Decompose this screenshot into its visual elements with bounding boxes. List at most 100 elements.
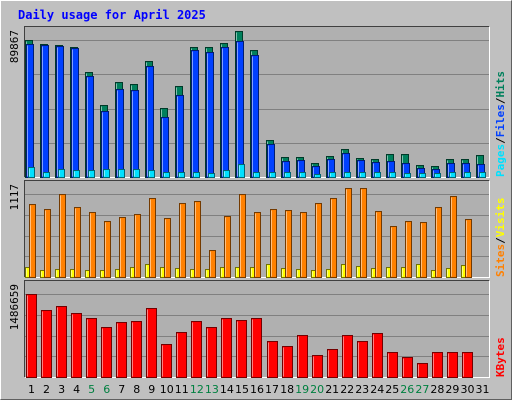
bar-sites-day-4 [74,207,81,278]
day-label-23: 23 [355,383,369,396]
bar-sites-day-11 [179,203,186,278]
day-label-2: 2 [43,383,50,396]
bar-sites-day-9 [149,198,156,278]
day-label-28: 28 [430,383,444,396]
ymax-label-middle: 1117 [8,184,21,211]
bar-pages-day-13 [208,173,215,178]
day-label-11: 11 [175,383,189,396]
bar-kbytes-day-22 [342,335,353,378]
day-label-22: 22 [340,383,354,396]
bar-sites-day-19 [300,212,307,278]
day-label-26: 26 [400,383,414,396]
day-label-12: 12 [190,383,204,396]
bar-sites-day-29 [450,196,457,278]
legend-entry: / [494,237,507,244]
bar-pages-day-3 [58,169,65,178]
day-label-21: 21 [325,383,339,396]
bar-kbytes-day-1 [26,294,37,378]
bar-sites-day-16 [254,212,261,278]
bar-sites-day-25 [390,226,397,278]
legend-entry: Files [494,104,507,137]
bar-sites-day-17 [270,209,277,278]
bar-pages-day-21 [329,172,336,178]
legend-entry: / [494,97,507,104]
bar-kbytes-day-25 [387,352,398,378]
bar-pages-day-16 [253,172,260,178]
bar-kbytes-day-6 [101,327,112,378]
bar-sites-day-21 [330,198,337,278]
bar-pages-day-18 [284,172,291,178]
bar-kbytes-day-30 [462,352,473,378]
day-label-4: 4 [73,383,80,396]
chart-title: Daily usage for April 2025 [18,8,206,22]
legend-entry: Hits [494,71,507,98]
bar-pages-day-6 [103,169,110,178]
bar-pages-day-23 [359,172,366,178]
day-label-30: 30 [461,383,475,396]
bar-sites-day-30 [465,219,472,278]
bar-pages-day-2 [43,172,50,178]
bar-kbytes-day-5 [86,318,97,378]
day-label-29: 29 [445,383,459,396]
bar-kbytes-day-26 [402,357,413,378]
legend-entry: KBytes [494,337,507,377]
bar-pages-day-28 [434,173,441,178]
bar-pages-day-26 [404,173,411,178]
bar-pages-day-19 [299,172,306,178]
bar-sites-day-24 [375,211,382,278]
day-label-13: 13 [205,383,219,396]
legend-middle: Sites/Visits [494,198,507,278]
day-label-27: 27 [415,383,429,396]
bar-kbytes-day-27 [417,363,428,378]
bar-pages-day-8 [133,169,140,178]
bar-sites-day-18 [285,210,292,278]
bar-sites-day-22 [345,188,352,278]
bar-sites-day-20 [315,203,322,278]
bar-kbytes-day-13 [206,327,217,378]
bar-sites-day-1 [29,204,36,278]
bar-kbytes-day-4 [71,313,82,378]
bar-pages-day-20 [314,174,321,178]
day-label-16: 16 [250,383,264,396]
day-label-9: 9 [148,383,155,396]
bar-pages-day-17 [269,172,276,178]
bar-kbytes-day-8 [131,321,142,378]
legend-bottom: KBytes [494,337,507,377]
day-label-15: 15 [235,383,249,396]
day-label-20: 20 [310,383,324,396]
bar-sites-day-15 [239,194,246,278]
day-label-17: 17 [265,383,279,396]
bar-kbytes-day-9 [146,308,157,378]
bar-sites-day-14 [224,216,231,278]
day-label-14: 14 [220,383,234,396]
bar-sites-day-26 [405,221,412,278]
bar-pages-day-4 [73,170,80,178]
bar-pages-day-5 [88,170,95,178]
bar-kbytes-day-23 [357,341,368,378]
bar-kbytes-day-12 [191,321,202,378]
legend-entry: Sites [494,244,507,277]
bar-kbytes-day-28 [432,352,443,378]
bar-pages-day-24 [374,172,381,178]
bar-kbytes-day-14 [221,318,232,378]
bar-sites-day-3 [59,194,66,278]
ymax-label-top: 89867 [8,30,21,63]
bar-kbytes-day-21 [327,349,338,378]
bar-kbytes-day-7 [116,322,127,378]
day-label-19: 19 [295,383,309,396]
day-label-7: 7 [118,383,125,396]
day-label-6: 6 [103,383,110,396]
bar-pages-day-14 [223,170,230,178]
bar-kbytes-day-2 [41,310,52,378]
bar-pages-day-7 [118,169,125,178]
bar-sites-day-12 [194,201,201,278]
bar-pages-day-30 [464,172,471,178]
plot-bevel-dark-middle [24,180,490,278]
plot-bevel-dark-bottom [24,280,490,378]
legend-top: Pages/Files/Hits [494,71,507,177]
day-label-8: 8 [133,383,140,396]
legend-entry: Pages [494,144,507,177]
bar-pages-day-10 [163,172,170,178]
